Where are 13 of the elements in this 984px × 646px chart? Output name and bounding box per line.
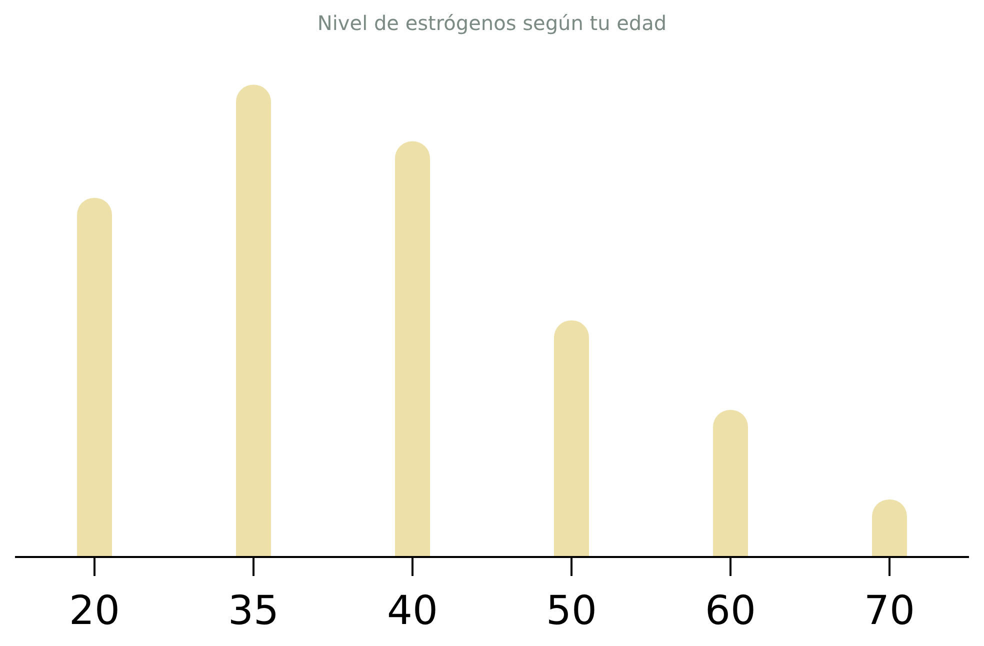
x-tick-label: 20 [69,588,120,634]
bar [395,141,430,556]
bar [554,320,589,556]
chart-title: Nivel de estrógenos según tu edad [317,11,667,36]
x-tick-label: 35 [228,588,279,634]
x-tick-label: 50 [546,588,597,634]
bar [713,410,748,556]
x-tick-label: 60 [705,588,756,634]
bar [77,198,112,556]
x-tick-label: 40 [387,588,438,634]
x-tick-label: 70 [864,588,915,634]
bar [872,499,907,556]
bar [236,84,271,556]
